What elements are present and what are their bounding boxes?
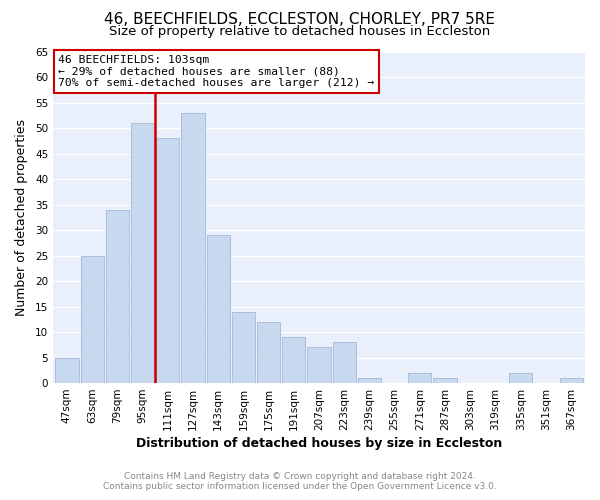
- Bar: [156, 138, 179, 383]
- Bar: [433, 378, 457, 383]
- Bar: [282, 337, 305, 383]
- Bar: [257, 322, 280, 383]
- Bar: [358, 378, 381, 383]
- Bar: [55, 358, 79, 383]
- Text: Size of property relative to detached houses in Eccleston: Size of property relative to detached ho…: [109, 25, 491, 38]
- X-axis label: Distribution of detached houses by size in Eccleston: Distribution of detached houses by size …: [136, 437, 502, 450]
- Bar: [509, 373, 532, 383]
- Bar: [181, 112, 205, 383]
- Text: Contains HM Land Registry data © Crown copyright and database right 2024.
Contai: Contains HM Land Registry data © Crown c…: [103, 472, 497, 491]
- Bar: [307, 348, 331, 383]
- Text: 46, BEECHFIELDS, ECCLESTON, CHORLEY, PR7 5RE: 46, BEECHFIELDS, ECCLESTON, CHORLEY, PR7…: [104, 12, 496, 28]
- Text: 46 BEECHFIELDS: 103sqm
← 29% of detached houses are smaller (88)
70% of semi-det: 46 BEECHFIELDS: 103sqm ← 29% of detached…: [58, 55, 374, 88]
- Bar: [408, 373, 431, 383]
- Bar: [332, 342, 356, 383]
- Bar: [232, 312, 255, 383]
- Y-axis label: Number of detached properties: Number of detached properties: [15, 119, 28, 316]
- Bar: [206, 235, 230, 383]
- Bar: [106, 210, 129, 383]
- Bar: [80, 256, 104, 383]
- Bar: [560, 378, 583, 383]
- Bar: [131, 123, 154, 383]
